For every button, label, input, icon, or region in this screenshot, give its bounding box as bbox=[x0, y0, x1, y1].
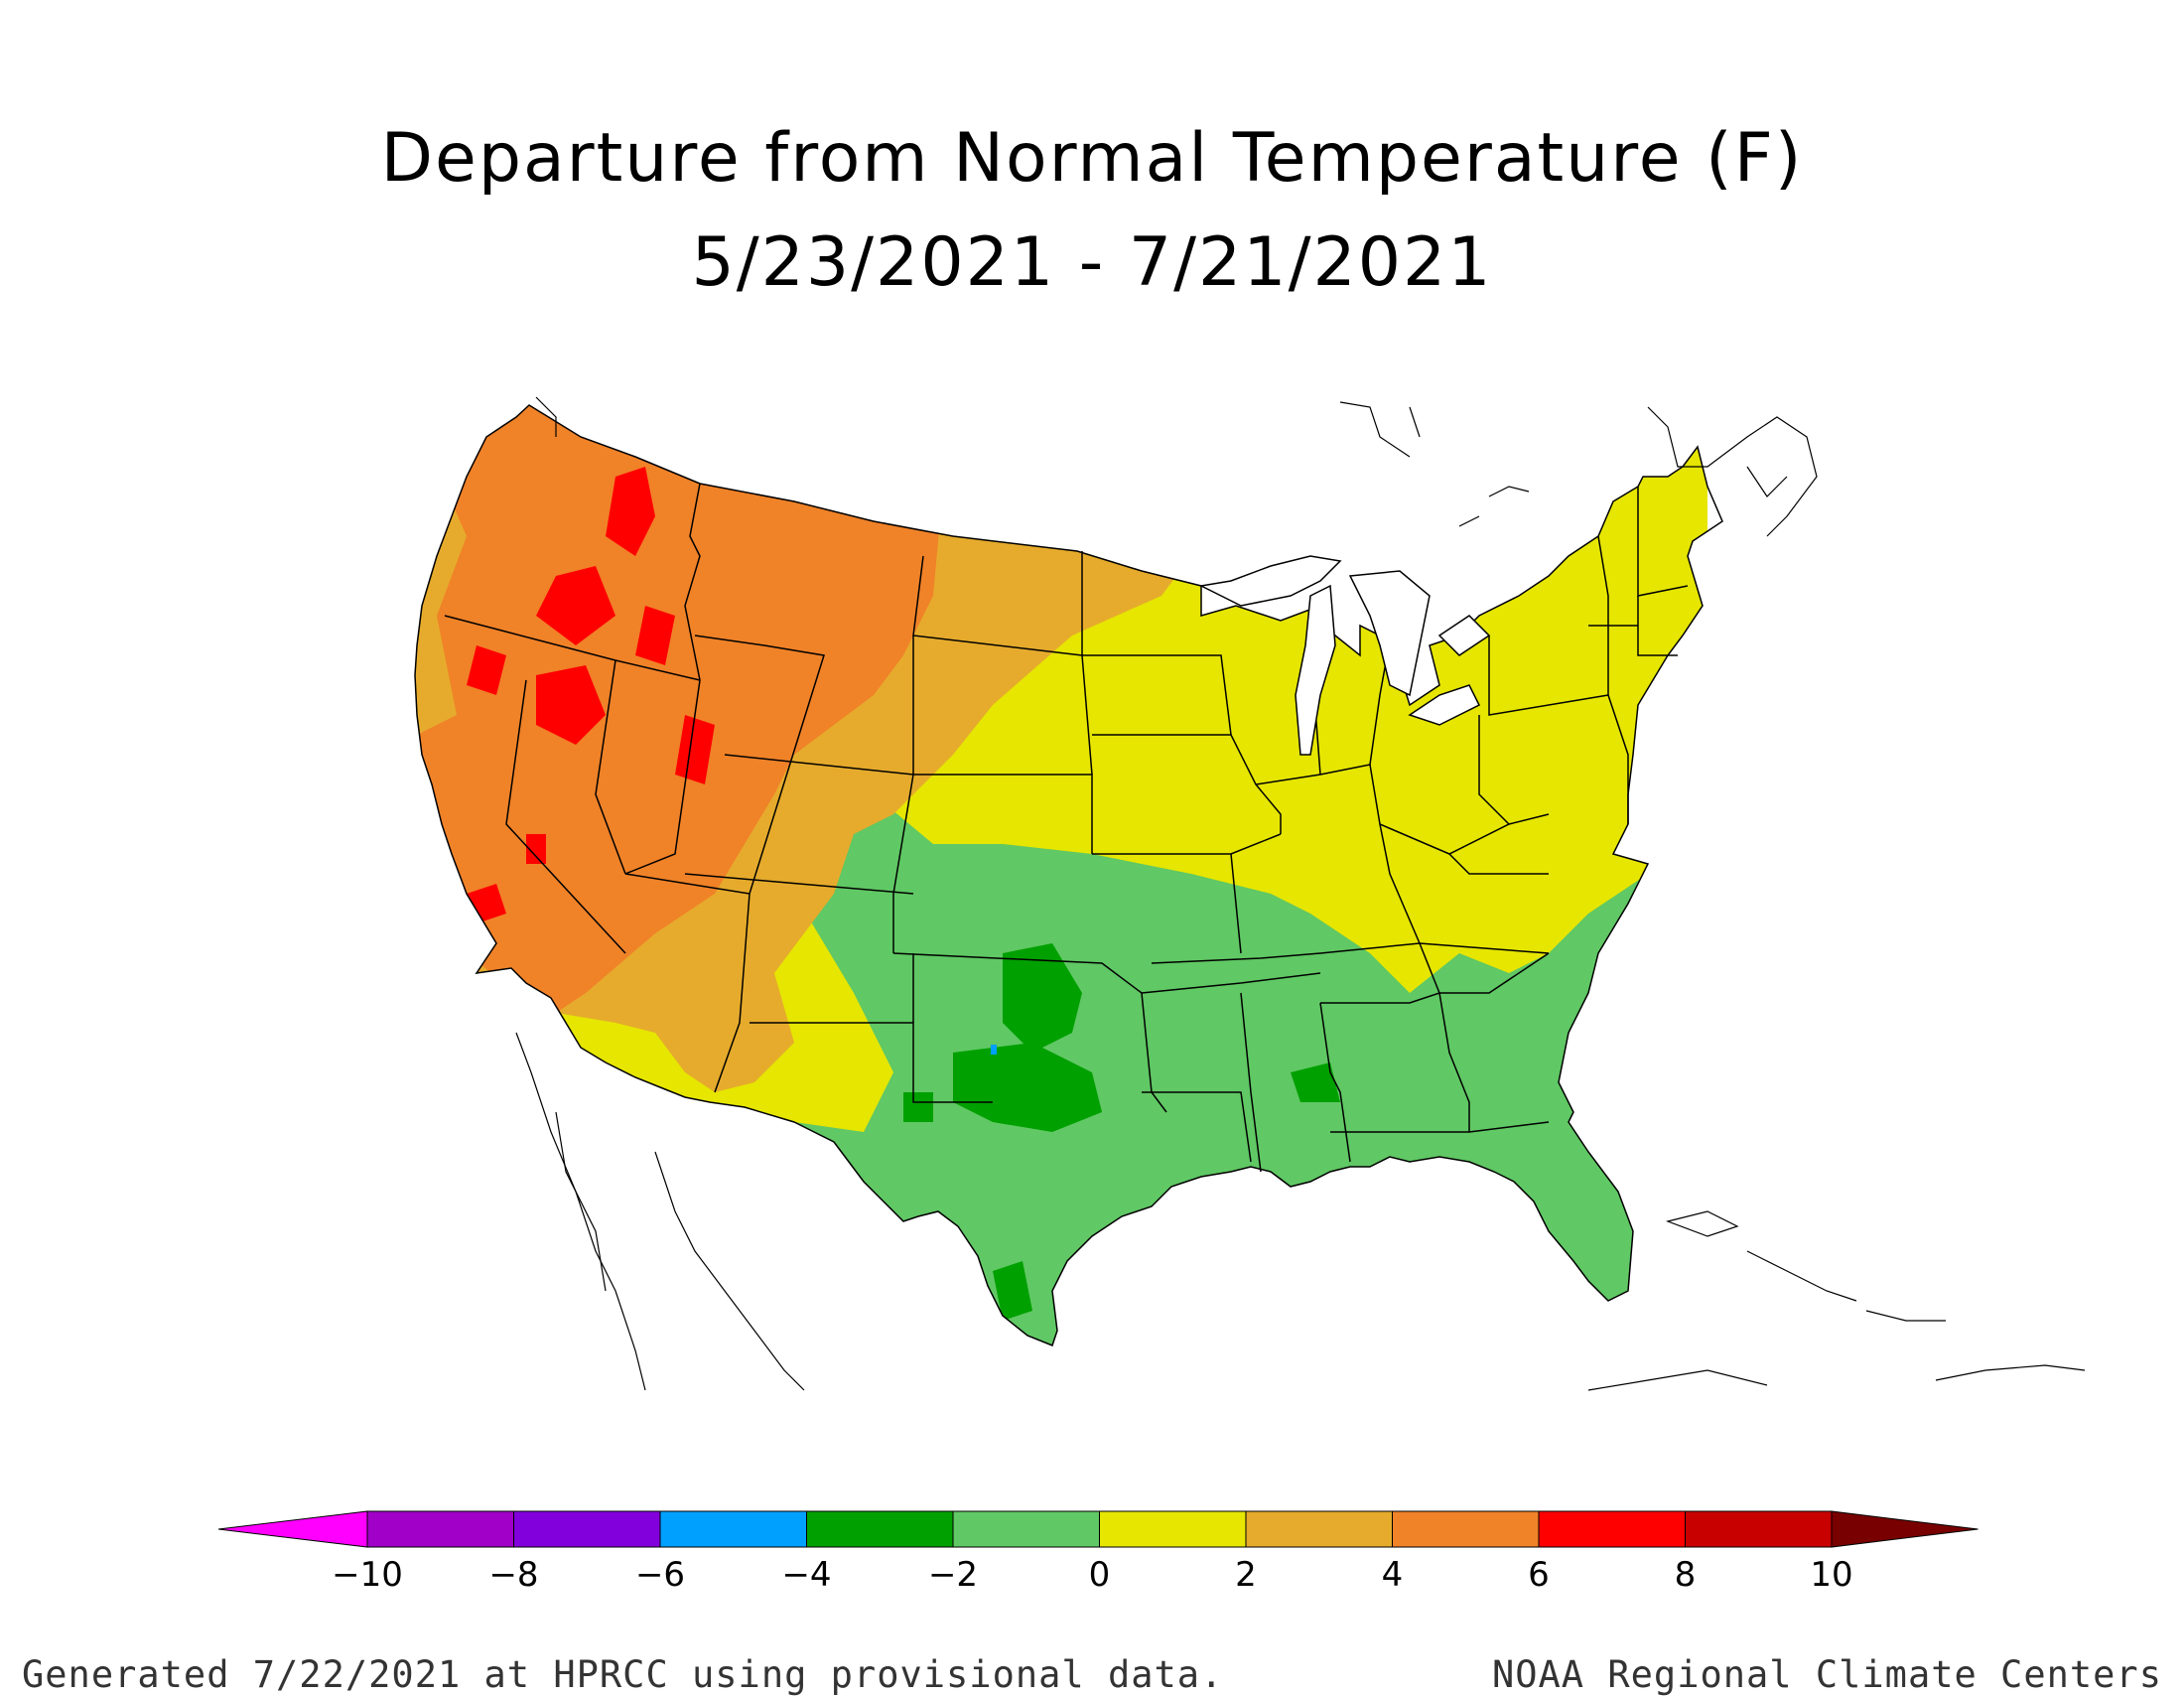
great-lakes bbox=[1198, 555, 1491, 756]
legend-tick-label: −4 bbox=[781, 1555, 831, 1595]
generated-note: Generated 7/22/2021 at HPRCC using provi… bbox=[22, 1653, 1224, 1696]
legend-swatch bbox=[366, 1510, 514, 1548]
legend-tick-label: 10 bbox=[1810, 1555, 1852, 1595]
contour-minus6-to-minus4 bbox=[991, 1045, 997, 1055]
legend-swatch bbox=[1685, 1510, 1833, 1548]
legend-tick-label: 8 bbox=[1675, 1555, 1697, 1595]
legend-swatch bbox=[1245, 1510, 1393, 1548]
legend-tick-label: −6 bbox=[635, 1555, 685, 1595]
legend-tick-label: −2 bbox=[928, 1555, 978, 1595]
legend-arrow-low bbox=[217, 1510, 368, 1548]
legend-arrow-high bbox=[1831, 1510, 1979, 1548]
legend-tick-label: 0 bbox=[1089, 1555, 1111, 1595]
legend-tick-label: 6 bbox=[1528, 1555, 1550, 1595]
legend-swatch bbox=[1392, 1510, 1540, 1548]
contour-minus4-to-minus2 bbox=[903, 943, 1340, 1321]
legend-swatch bbox=[806, 1510, 954, 1548]
map-title: Departure from Normal Temperature (F) bbox=[380, 119, 1804, 198]
legend-tick-label: 2 bbox=[1235, 1555, 1257, 1595]
legend-tick-label: −8 bbox=[488, 1555, 538, 1595]
legend-swatch bbox=[1099, 1510, 1247, 1548]
legend-swatch bbox=[1538, 1510, 1686, 1548]
legend-swatch bbox=[952, 1510, 1100, 1548]
source-credit: NOAA Regional Climate Centers bbox=[1491, 1653, 2162, 1696]
legend-swatch bbox=[659, 1510, 807, 1548]
legend-tick-label: −10 bbox=[332, 1555, 403, 1595]
state-boundaries bbox=[414, 404, 1723, 1346]
map-date-range: 5/23/2021 - 7/21/2021 bbox=[691, 223, 1493, 302]
legend-tick-label: 4 bbox=[1382, 1555, 1404, 1595]
neighboring-coastlines bbox=[515, 396, 2086, 1391]
legend-swatch bbox=[513, 1510, 661, 1548]
temperature-departure-map bbox=[414, 396, 2086, 1391]
